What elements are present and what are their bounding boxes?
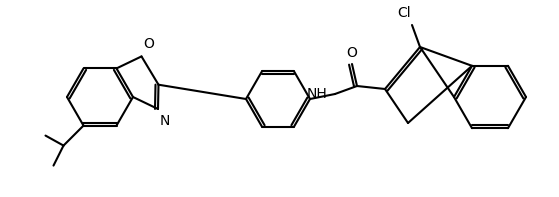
- Text: NH: NH: [306, 87, 327, 101]
- Text: Cl: Cl: [397, 6, 411, 20]
- Text: O: O: [144, 37, 154, 51]
- Text: O: O: [347, 46, 357, 60]
- Text: N: N: [160, 114, 170, 128]
